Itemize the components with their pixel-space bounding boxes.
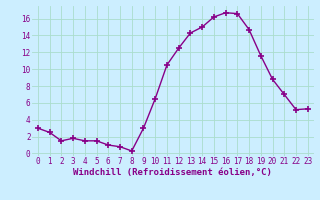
X-axis label: Windchill (Refroidissement éolien,°C): Windchill (Refroidissement éolien,°C): [73, 168, 272, 177]
